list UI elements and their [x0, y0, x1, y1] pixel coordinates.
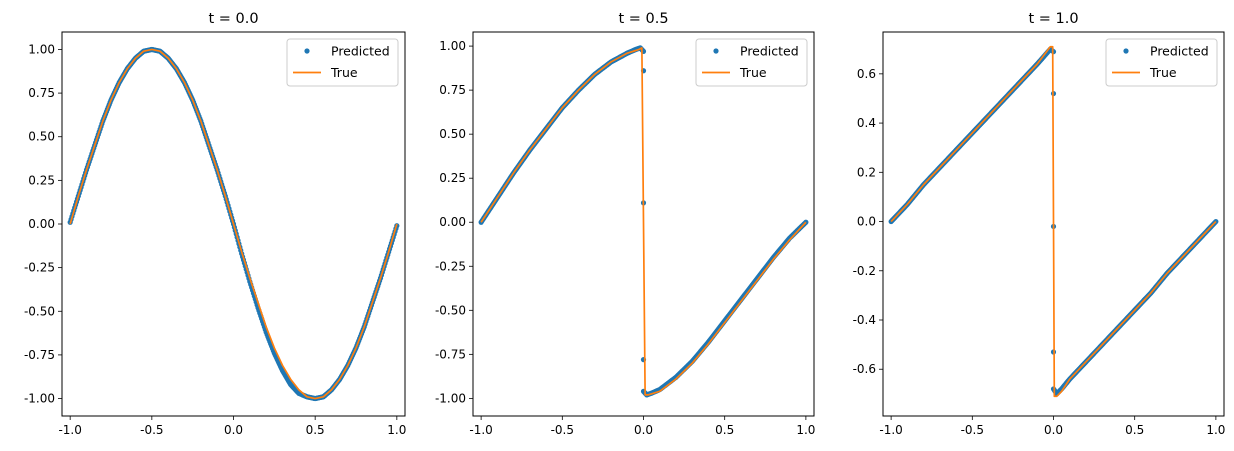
- x-tick-label: 1.0: [796, 423, 815, 437]
- y-tick-label: 0.00: [439, 215, 466, 229]
- x-tick-label: 0.5: [1125, 423, 1144, 437]
- y-tick-label: -0.4: [853, 313, 876, 327]
- x-tick-label: 1.0: [1206, 423, 1225, 437]
- x-tick-label: -0.5: [961, 423, 984, 437]
- y-tick-label: 0.50: [28, 130, 55, 144]
- y-tick-label: -0.25: [435, 259, 466, 273]
- plot-area: [67, 46, 400, 402]
- chart-title: t = 0.5: [618, 11, 668, 27]
- y-tick-label: -0.2: [853, 264, 876, 278]
- legend: Predicted True: [695, 38, 808, 87]
- legend: Predicted True: [286, 38, 399, 87]
- x-tick-label: -1.0: [58, 423, 81, 437]
- y-tick-label: 0.6: [857, 67, 876, 81]
- y-tick-label: -1.00: [24, 392, 55, 406]
- y-tick-label: -0.50: [435, 303, 466, 317]
- y-tick-label: 0.75: [439, 83, 466, 97]
- series-true-line: [69, 48, 398, 400]
- legend-label: Predicted: [740, 44, 799, 59]
- y-tick-label: 0.00: [28, 217, 55, 231]
- legend-box: [695, 38, 808, 87]
- x-tick-label: -0.5: [551, 423, 574, 437]
- chart-panel-1: -1.0 -0.5 0.0 0.5 1.0 -1.00 -0.75 -0.50 -0.25 0.0…: [24, 11, 406, 437]
- chart-title: t = 0.0: [208, 11, 258, 27]
- y-tick-label: 0.2: [857, 165, 876, 179]
- legend-box: [286, 38, 399, 87]
- legend-label: True: [739, 65, 767, 80]
- y-tick-label: 1.00: [28, 42, 55, 56]
- y-tick-label: 0.75: [28, 86, 55, 100]
- y-tick-label: 1.00: [439, 39, 466, 53]
- x-tick-label: -1.0: [879, 423, 902, 437]
- legend-label: True: [330, 65, 358, 80]
- legend-marker-predicted: [713, 48, 719, 54]
- legend-label: Predicted: [331, 44, 390, 59]
- chart-title: t = 1.0: [1028, 11, 1078, 27]
- legend-marker-predicted: [304, 48, 310, 54]
- y-tick-label: -0.25: [24, 261, 55, 275]
- y-tick-label: 0.0: [857, 215, 876, 229]
- x-tick-label: 0.0: [634, 423, 653, 437]
- series-true-line: [480, 47, 807, 396]
- series-true-line: [890, 45, 1217, 398]
- plot-area: [888, 45, 1219, 398]
- legend-box: [1105, 38, 1218, 87]
- legend-label: True: [1149, 65, 1177, 80]
- y-tick-label: -0.75: [24, 348, 55, 362]
- x-tick-label: 0.0: [224, 423, 243, 437]
- x-tick-label: 0.5: [306, 423, 325, 437]
- legend-label: Predicted: [1150, 44, 1209, 59]
- y-tick-label: 0.4: [857, 116, 876, 130]
- y-tick-label: -1.00: [435, 391, 466, 405]
- y-tick-label: 0.25: [439, 171, 466, 185]
- chart-panel-2: -1.0 -0.5 0.0 0.5 1.0 -1.00 -0.75 -0.50 -0.25 0.0…: [435, 11, 815, 437]
- plot-area: [478, 45, 809, 398]
- y-tick-label: -0.50: [24, 304, 55, 318]
- y-tick-label: 0.25: [28, 173, 55, 187]
- legend-marker-predicted: [1123, 48, 1129, 54]
- x-tick-label: -0.5: [140, 423, 163, 437]
- x-tick-label: 0.5: [715, 423, 734, 437]
- y-tick-label: 0.50: [439, 127, 466, 141]
- x-tick-label: 1.0: [387, 423, 406, 437]
- x-tick-label: 0.0: [1044, 423, 1063, 437]
- legend: Predicted True: [1105, 38, 1218, 87]
- chart-panel-3: -1.0 -0.5 0.0 0.5 1.0 -0.6 -0.4 -0.2 0.0 0.2 0.4 0.…: [853, 11, 1226, 437]
- x-tick-label: -1.0: [469, 423, 492, 437]
- y-tick-label: -0.6: [853, 362, 876, 376]
- y-tick-label: -0.75: [435, 347, 466, 361]
